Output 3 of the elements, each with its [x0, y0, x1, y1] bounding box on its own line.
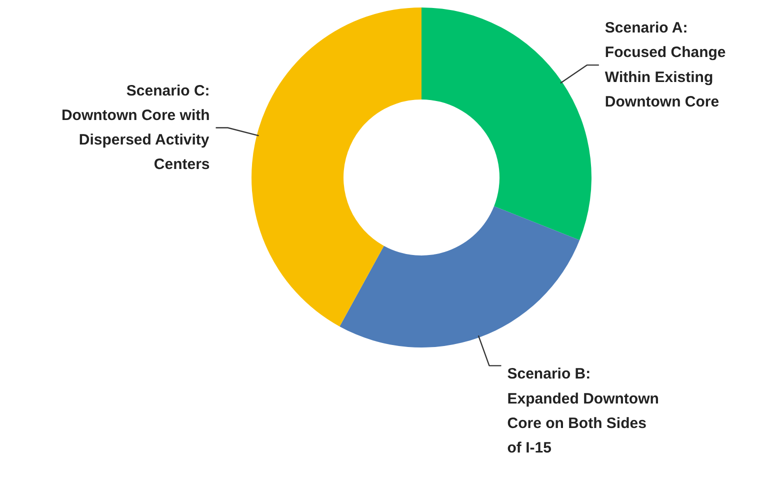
slice-label: Scenario B: Expanded Downtown Core on Both Sides of I-15: [507, 366, 659, 457]
slice-label: Scenario C: Downtown Core with Dispersed Activity Centers: [61, 82, 210, 174]
slice-label: Scenario A: Focused Change Within Existing Downtown Core: [604, 20, 726, 111]
